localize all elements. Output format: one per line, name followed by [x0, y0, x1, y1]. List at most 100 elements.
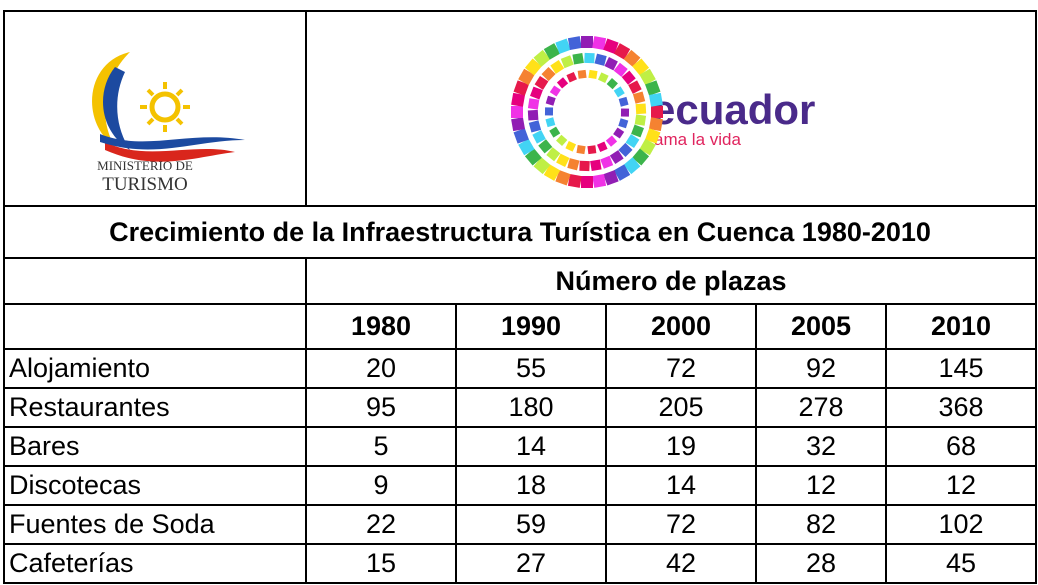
title-row: Crecimiento de la Infraestructura Turíst… — [2, 205, 1038, 259]
brand-tile — [556, 77, 569, 89]
brand-tile — [592, 36, 607, 51]
row-label: Restaurantes — [3, 387, 307, 428]
data-row: Discotecas 9 18 14 12 12 — [3, 465, 1038, 506]
value-cell: 278 — [755, 387, 887, 428]
logo-swirl-yellow — [92, 52, 130, 147]
value-cell: 18 — [455, 465, 607, 506]
row-label: Cafeterías — [3, 543, 307, 584]
brand-tile — [592, 173, 607, 188]
brand-tile — [588, 69, 598, 80]
logo-swirl-red — [105, 142, 235, 162]
brand-tile — [618, 118, 629, 129]
value-cell: 9 — [305, 465, 457, 506]
value-cell: 59 — [455, 504, 607, 545]
brand-tile — [632, 91, 646, 104]
empty-cell — [3, 257, 307, 305]
brand-tile — [530, 86, 543, 100]
brand-tile — [613, 62, 628, 77]
brand-name: ecuador — [652, 86, 815, 133]
brand-tile — [550, 59, 565, 74]
brand-tile — [533, 157, 551, 175]
value-cell: 95 — [305, 387, 457, 428]
brand-tile — [527, 98, 540, 110]
brand-tile — [513, 128, 529, 144]
brand-tile — [648, 92, 663, 107]
brand-tile — [639, 68, 656, 86]
value-cell: 102 — [884, 504, 1038, 545]
brand-tile — [603, 170, 619, 186]
value-cell: 14 — [605, 465, 757, 506]
brand-tile — [609, 150, 624, 165]
brand-tile — [632, 148, 650, 166]
brand-tile — [604, 57, 618, 71]
brand-tile — [534, 76, 549, 90]
brand-tile — [549, 126, 561, 138]
value-cell: 32 — [755, 426, 887, 467]
value-cell: 72 — [605, 504, 757, 545]
brand-tile — [545, 95, 556, 106]
logo-row: MINISTERIO DE TURISMO ecuador ama la vid… — [3, 10, 1038, 207]
brand-tile — [513, 80, 529, 96]
brand-tile — [590, 159, 602, 172]
infrastructure-table: MINISTERIO DE TURISMO ecuador ama la vid… — [2, 10, 1038, 584]
brand-tile — [594, 53, 607, 66]
brand-tile — [600, 155, 614, 169]
brand-tile — [645, 80, 661, 96]
value-cell: 68 — [884, 426, 1038, 467]
value-cell: 14 — [455, 426, 607, 467]
brand-tile — [606, 77, 618, 90]
brand-tile — [543, 164, 561, 181]
brand-tile — [651, 106, 663, 118]
ministry-logo: MINISTERIO DE TURISMO — [92, 52, 245, 195]
logo-swirl-blue — [103, 67, 130, 150]
brand-tile — [613, 86, 625, 98]
value-cell: 92 — [755, 348, 887, 389]
value-cell: 22 — [305, 504, 457, 545]
brand-tile — [533, 49, 551, 67]
brand-tile — [544, 107, 554, 116]
data-row: Cafeterías 15 27 42 28 45 — [3, 543, 1038, 584]
brand-tile — [527, 109, 539, 121]
ministry-line1: MINISTERIO DE — [97, 158, 193, 173]
value-cell: 45 — [884, 543, 1038, 584]
table-body: MINISTERIO DE TURISMO ecuador ama la vid… — [2, 10, 1038, 584]
brand-tile — [623, 157, 641, 175]
value-cell: 72 — [605, 348, 757, 389]
logo-sun-rays — [140, 82, 190, 132]
year-header: 2010 — [884, 303, 1038, 350]
brand-tile — [528, 120, 542, 133]
brand-tile — [635, 103, 647, 115]
brand-tile — [623, 49, 641, 67]
brand-tile — [579, 160, 590, 172]
brand-tile — [567, 158, 580, 171]
logo-sun — [149, 91, 181, 123]
brand-tile — [572, 52, 584, 65]
brand-tile — [581, 36, 593, 48]
value-cell: 55 — [455, 348, 607, 389]
brand-tile — [613, 43, 631, 60]
brand-tile — [567, 36, 582, 51]
value-cell: 28 — [755, 543, 887, 584]
brand-tile — [618, 142, 633, 157]
brand-tagline: ama la vida — [654, 130, 741, 149]
value-cell: 15 — [305, 543, 457, 584]
data-row: Restaurantes 95 180 205 278 368 — [3, 387, 1038, 428]
brand-tile — [566, 71, 577, 83]
table-title: Crecimiento de la Infraestructura Turíst… — [2, 205, 1038, 259]
brand-tile — [605, 135, 618, 147]
year-header: 2000 — [605, 303, 757, 350]
value-cell: 12 — [884, 465, 1038, 506]
value-cell: 42 — [605, 543, 757, 584]
brand-tile — [545, 117, 556, 128]
value-cell: 27 — [455, 543, 607, 584]
brand-tile — [634, 114, 647, 126]
brand-tile — [584, 52, 595, 64]
data-row: Bares 5 14 19 32 68 — [3, 426, 1038, 467]
value-cell: 82 — [755, 504, 887, 545]
value-cell: 19 — [605, 426, 757, 467]
brand-tile — [567, 173, 582, 188]
group-header: Número de plazas — [304, 257, 1038, 305]
brand-logo-cell: ecuador ama la vida — [304, 10, 1038, 207]
brand-tile — [597, 141, 608, 153]
brand-tile — [524, 58, 542, 76]
